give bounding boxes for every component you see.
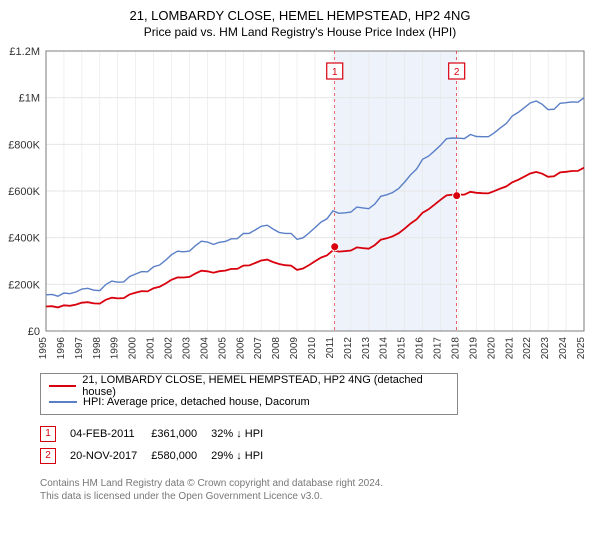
sales-table: 1 04-FEB-2011£361,00032% ↓ HPI 2 20-NOV-201… xyxy=(40,423,277,467)
footnote: Contains HM Land Registry data © Crown c… xyxy=(40,477,600,503)
svg-text:2023: 2023 xyxy=(540,337,551,360)
svg-text:2006: 2006 xyxy=(235,337,246,360)
svg-text:2020: 2020 xyxy=(486,337,497,360)
table-row: 1 04-FEB-2011£361,00032% ↓ HPI xyxy=(40,423,277,445)
svg-text:1995: 1995 xyxy=(38,337,49,360)
legend-swatch xyxy=(49,385,76,387)
legend-row: 21, LOMBARDY CLOSE, HEMEL HEMPSTEAD, HP2… xyxy=(49,378,449,394)
svg-text:2019: 2019 xyxy=(468,337,479,360)
svg-text:2012: 2012 xyxy=(343,337,354,360)
svg-text:2014: 2014 xyxy=(379,337,390,360)
svg-text:2002: 2002 xyxy=(164,337,175,360)
svg-text:£600K: £600K xyxy=(8,186,40,198)
svg-text:1: 1 xyxy=(332,67,338,78)
chart-area: £0£200K£400K£600K£800K£1M£1.2M1995199619… xyxy=(40,45,588,365)
svg-text:2013: 2013 xyxy=(361,337,372,360)
sale-price: £361,000 xyxy=(151,423,211,445)
sale-delta: 32% ↓ HPI xyxy=(211,423,277,445)
sale-delta: 29% ↓ HPI xyxy=(211,445,277,467)
legend-label: HPI: Average price, detached house, Daco… xyxy=(83,396,310,408)
svg-text:2: 2 xyxy=(454,67,460,78)
svg-text:2010: 2010 xyxy=(307,337,318,360)
svg-text:2001: 2001 xyxy=(146,337,157,360)
svg-text:2011: 2011 xyxy=(325,337,336,359)
svg-text:2000: 2000 xyxy=(128,337,139,360)
svg-text:2017: 2017 xyxy=(433,337,444,360)
svg-text:2022: 2022 xyxy=(522,337,533,360)
svg-text:2007: 2007 xyxy=(253,337,264,360)
page-title: 21, LOMBARDY CLOSE, HEMEL HEMPSTEAD, HP2… xyxy=(0,0,600,23)
svg-text:1997: 1997 xyxy=(74,337,85,360)
svg-text:£1M: £1M xyxy=(19,93,40,105)
legend-label: 21, LOMBARDY CLOSE, HEMEL HEMPSTEAD, HP2… xyxy=(82,374,449,398)
svg-text:£0: £0 xyxy=(28,326,40,338)
svg-text:£1.2M: £1.2M xyxy=(9,46,40,58)
table-row: 2 20-NOV-2017£580,00029% ↓ HPI xyxy=(40,445,277,467)
svg-text:2021: 2021 xyxy=(504,337,515,360)
svg-text:2008: 2008 xyxy=(271,337,282,360)
page-subtitle: Price paid vs. HM Land Registry's House … xyxy=(0,23,600,45)
svg-text:£800K: £800K xyxy=(8,139,40,151)
svg-text:2003: 2003 xyxy=(181,337,192,360)
sale-marker-cell: 2 xyxy=(40,448,56,464)
svg-text:1998: 1998 xyxy=(92,337,103,360)
footnote-line: This data is licensed under the Open Gov… xyxy=(40,490,600,503)
svg-text:1999: 1999 xyxy=(110,337,121,360)
line-chart: £0£200K£400K£600K£800K£1M£1.2M1995199619… xyxy=(40,45,588,365)
svg-text:£200K: £200K xyxy=(8,279,40,291)
legend-swatch xyxy=(49,401,77,403)
legend: 21, LOMBARDY CLOSE, HEMEL HEMPSTEAD, HP2… xyxy=(40,373,458,415)
svg-text:2015: 2015 xyxy=(397,337,408,360)
svg-text:2016: 2016 xyxy=(415,337,426,360)
sale-price: £580,000 xyxy=(151,445,211,467)
footnote-line: Contains HM Land Registry data © Crown c… xyxy=(40,477,600,490)
sale-date: 20-NOV-2017 xyxy=(70,445,151,467)
svg-text:2004: 2004 xyxy=(199,337,210,360)
svg-text:2024: 2024 xyxy=(558,337,569,360)
svg-text:£400K: £400K xyxy=(8,233,40,245)
svg-text:1996: 1996 xyxy=(56,337,67,360)
svg-text:2025: 2025 xyxy=(576,337,587,360)
sale-date: 04-FEB-2011 xyxy=(70,423,151,445)
svg-text:2009: 2009 xyxy=(289,337,300,360)
svg-text:2005: 2005 xyxy=(217,337,228,360)
sale-marker-cell: 1 xyxy=(40,426,56,442)
svg-text:2018: 2018 xyxy=(450,337,461,360)
